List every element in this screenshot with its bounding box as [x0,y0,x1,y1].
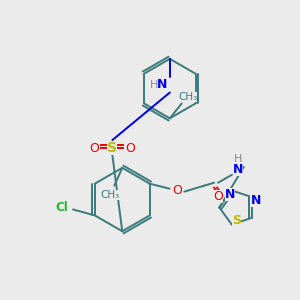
Text: O: O [172,184,182,197]
Text: N: N [224,188,235,201]
Text: CH₃: CH₃ [178,92,197,101]
Text: S: S [107,141,117,155]
Text: Cl: Cl [56,201,68,214]
Text: O: O [125,142,135,154]
Text: H: H [150,80,158,90]
Text: CH₃: CH₃ [101,190,120,200]
Text: O: O [213,190,223,203]
Text: S: S [232,214,241,227]
Text: H: H [234,154,242,164]
Text: O: O [90,142,100,154]
Text: N: N [250,194,261,207]
Text: N: N [157,78,167,91]
Text: N: N [233,163,243,176]
